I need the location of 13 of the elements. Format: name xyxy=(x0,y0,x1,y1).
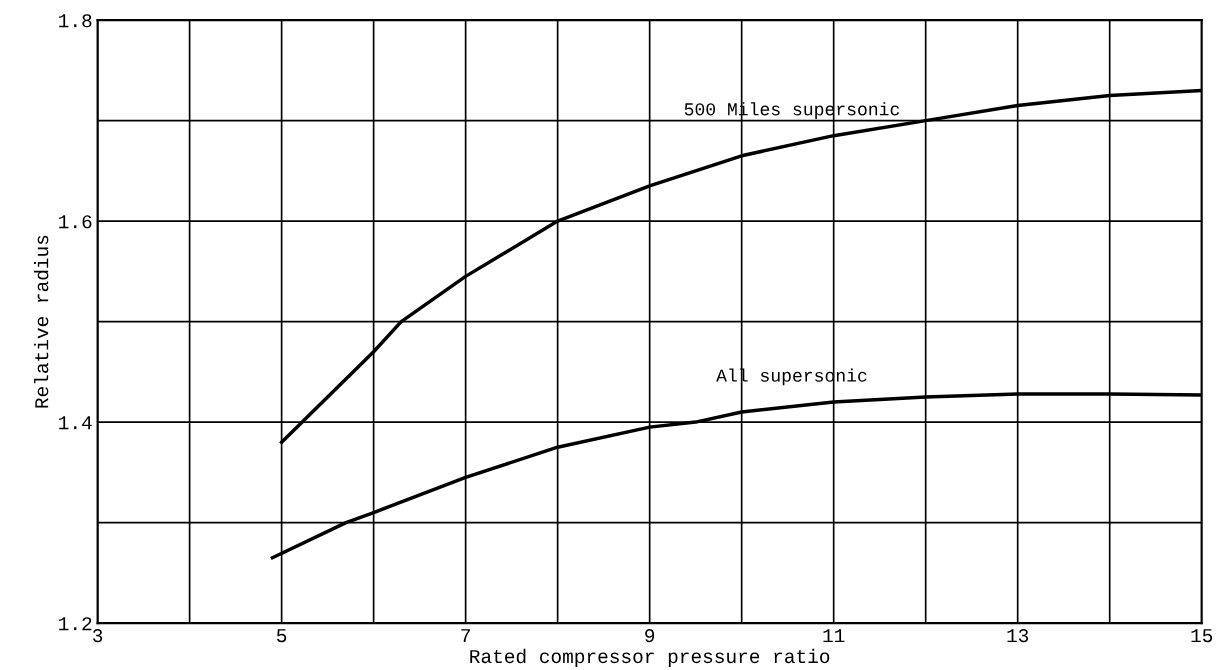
y-tick-label: 1.6 xyxy=(59,215,92,229)
x-tick-label: 3 xyxy=(92,629,103,643)
x-tick-label: 11 xyxy=(823,629,845,643)
x-tick-label: 9 xyxy=(645,629,655,643)
y-tick-label: 1.2 xyxy=(59,617,92,631)
y-axis-title: Relative radius xyxy=(34,235,49,408)
x-tick-label: 7 xyxy=(461,629,470,643)
x-tick-label: 5 xyxy=(277,629,287,643)
x-tick-label: 13 xyxy=(1007,629,1029,643)
y-tick-label: 1.8 xyxy=(59,14,92,28)
x-axis-title: Rated compressor pressure ratio xyxy=(470,648,830,667)
x-tick-label: 15 xyxy=(1191,629,1213,643)
y-tick-label: 1.4 xyxy=(59,416,92,430)
